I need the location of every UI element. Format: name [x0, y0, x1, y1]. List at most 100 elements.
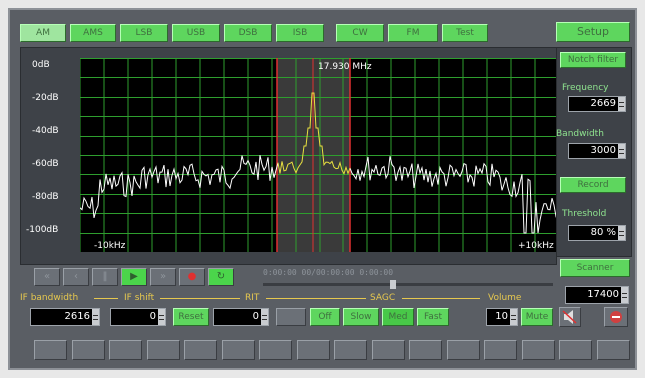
- divider: [94, 298, 118, 299]
- db-tick-label: -100dB: [26, 225, 59, 235]
- divider: [160, 298, 240, 299]
- preset-button[interactable]: [296, 340, 330, 360]
- rit-toggle-button[interactable]: [276, 308, 306, 326]
- rit-spinner[interactable]: [261, 309, 268, 325]
- bandwidth-spinner[interactable]: [618, 144, 625, 158]
- left-frequency-label: -10kHz: [94, 241, 126, 251]
- bandwidth-field[interactable]: 3000: [568, 143, 626, 159]
- db-tick-label: -40dB: [32, 126, 59, 136]
- step-field[interactable]: 17400: [565, 286, 629, 304]
- speaker-icon-svg: [562, 310, 577, 324]
- mode-button-dsb[interactable]: DSB: [224, 24, 272, 42]
- mode-button-test[interactable]: Test: [442, 24, 488, 42]
- if-bandwidth-spinner[interactable]: [92, 309, 99, 325]
- threshold-field[interactable]: 80 %: [568, 225, 626, 241]
- db-tick-label: 0dB: [32, 60, 50, 70]
- position-slider-track[interactable]: [263, 283, 553, 286]
- receiver-window: AM AMS LSB USB DSB ISB CW FM Test 0dB -20dB -40dB -…: [8, 8, 637, 370]
- exit-icon-svg: [610, 311, 622, 323]
- frequency-value: 2669: [590, 98, 616, 109]
- preset-button[interactable]: [559, 340, 592, 360]
- db-tick-label: -60dB: [32, 159, 59, 169]
- preset-button[interactable]: [259, 340, 292, 360]
- if-bandwidth-field[interactable]: 2616: [30, 308, 100, 326]
- preset-button[interactable]: [484, 340, 517, 360]
- volume-value: 10: [495, 311, 508, 322]
- mode-button-am[interactable]: AM: [20, 24, 66, 42]
- threshold-label: Threshold: [562, 209, 607, 219]
- if-shift-field[interactable]: 0: [110, 308, 166, 326]
- mode-button-ams[interactable]: AMS: [70, 24, 116, 42]
- preset-button[interactable]: [446, 340, 480, 360]
- threshold-spinner[interactable]: [618, 226, 625, 240]
- volume-spinner[interactable]: [510, 309, 517, 325]
- divider: [402, 298, 480, 299]
- if-bandwidth-label: IF bandwidth: [20, 293, 79, 303]
- loop-button[interactable]: ↻: [208, 268, 234, 286]
- forward-button[interactable]: »: [150, 268, 176, 286]
- spectrum-trace: [349, 156, 559, 234]
- agc-slow-button[interactable]: Slow: [343, 308, 379, 326]
- notch-filter-button[interactable]: Notch filter: [560, 52, 626, 68]
- play-button[interactable]: ▶: [121, 268, 147, 286]
- frequency-spinner[interactable]: [618, 97, 625, 111]
- preset-button[interactable]: [71, 340, 105, 360]
- time-display: 0:00:00 00/00:00:00 0:00:00: [263, 268, 394, 277]
- spectrum-svg: 17.930 MHz -10kHz +10kHz: [79, 58, 560, 253]
- mode-button-isb[interactable]: ISB: [276, 24, 324, 42]
- if-shift-value: 0: [149, 311, 156, 322]
- record-button[interactable]: ●: [179, 268, 205, 286]
- rit-label: RIT: [245, 293, 260, 303]
- bandwidth-label: Bandwidth: [556, 129, 604, 139]
- center-frequency-label: 17.930 MHz: [318, 62, 372, 72]
- scanner-button[interactable]: Scanner: [560, 259, 630, 277]
- db-tick-label: -80dB: [32, 192, 59, 202]
- setup-button[interactable]: Setup: [556, 22, 630, 42]
- exit-icon[interactable]: [604, 307, 628, 327]
- frequency-label: Frequency: [562, 83, 609, 93]
- passband-trace: [277, 92, 351, 175]
- db-tick-label: -20dB: [32, 93, 59, 103]
- mode-button-fm[interactable]: FM: [388, 24, 438, 42]
- sagc-label: SAGC: [370, 293, 396, 303]
- position-slider-thumb[interactable]: [390, 280, 396, 289]
- preset-button[interactable]: [409, 340, 442, 360]
- agc-off-button[interactable]: Off: [310, 308, 340, 326]
- frequency-field[interactable]: 2669: [568, 96, 626, 112]
- rewind-button[interactable]: «: [34, 268, 60, 286]
- preset-button[interactable]: [521, 340, 555, 360]
- step-spinner[interactable]: [621, 287, 628, 303]
- preset-button[interactable]: [371, 340, 405, 360]
- reset-button[interactable]: Reset: [173, 308, 209, 326]
- rit-field[interactable]: 0: [213, 308, 269, 326]
- record-button[interactable]: Record: [560, 177, 626, 193]
- spectrum-display[interactable]: 17.930 MHz -10kHz +10kHz: [79, 58, 560, 253]
- mode-button-lsb[interactable]: LSB: [120, 24, 168, 42]
- rit-value: 0: [252, 311, 259, 322]
- bandwidth-value: 3000: [590, 145, 616, 156]
- threshold-value: 80 %: [590, 227, 616, 238]
- mute-button[interactable]: Mute: [521, 308, 553, 326]
- if-bandwidth-value: 2616: [64, 311, 90, 322]
- step-value: 17400: [587, 289, 619, 300]
- preset-button[interactable]: [34, 340, 67, 360]
- preset-button[interactable]: [146, 340, 180, 360]
- preset-button[interactable]: [334, 340, 367, 360]
- preset-button[interactable]: [221, 340, 255, 360]
- mode-button-cw[interactable]: CW: [336, 24, 384, 42]
- agc-fast-button[interactable]: Fast: [417, 308, 449, 326]
- preset-button[interactable]: [184, 340, 217, 360]
- pause-button[interactable]: ‖: [92, 268, 118, 286]
- back-button[interactable]: ‹: [63, 268, 89, 286]
- divider: [266, 298, 366, 299]
- agc-med-button[interactable]: Med: [382, 308, 414, 326]
- volume-label: Volume: [488, 293, 522, 303]
- preset-button[interactable]: [109, 340, 142, 360]
- speaker-icon[interactable]: [559, 307, 581, 327]
- mode-button-usb[interactable]: USB: [172, 24, 220, 42]
- preset-button[interactable]: [596, 340, 630, 360]
- volume-field[interactable]: 10: [486, 308, 518, 326]
- spectrum-trace: [79, 155, 279, 219]
- right-frequency-label: +10kHz: [518, 241, 554, 251]
- if-shift-spinner[interactable]: [158, 309, 165, 325]
